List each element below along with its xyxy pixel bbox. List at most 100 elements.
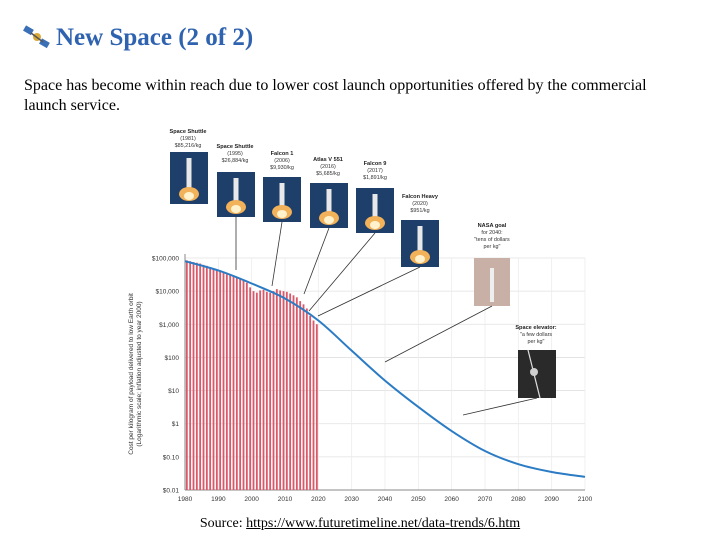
y-tick-label: $0.01	[163, 488, 180, 495]
y-tick-label: $1	[172, 421, 180, 428]
annotation-line: $9,930/kg	[270, 165, 294, 171]
x-tick-label: 2000	[244, 496, 259, 503]
annotation-line: $951/kg	[410, 208, 429, 214]
annotation-line: per kg"	[528, 339, 545, 345]
x-tick-label: 2030	[344, 496, 359, 503]
bar-2013	[292, 295, 295, 490]
photo-exhaust-core	[370, 221, 380, 229]
photo-exhaust-core	[324, 216, 334, 224]
source-link[interactable]: https://www.futuretimeline.net/data-tren…	[246, 516, 521, 531]
annotation-line: "a few dollars	[520, 332, 552, 338]
annotation-title: Falcon 1	[271, 151, 294, 157]
x-tick-label: 2020	[311, 496, 326, 503]
bar-1982	[189, 261, 192, 490]
annotation-title: NASA goal	[478, 223, 507, 229]
photo-rocket	[417, 226, 423, 253]
annotation-title: Falcon 9	[364, 161, 387, 167]
bar-1985	[199, 263, 202, 490]
bar-2018	[309, 315, 312, 490]
bar-2012	[289, 293, 292, 490]
x-tick-label: 2040	[378, 496, 393, 503]
bar-1997	[239, 278, 242, 490]
annotation-title: Atlas V 551	[313, 157, 343, 163]
x-tick-label: 2010	[278, 496, 293, 503]
bar-2008	[275, 289, 278, 490]
annotation-leader	[303, 227, 330, 295]
bar-2000	[249, 287, 252, 490]
photo-rocket	[279, 183, 285, 208]
photo-rocket	[326, 189, 332, 214]
annotation-leader	[308, 232, 376, 312]
bar-2001	[252, 291, 255, 490]
annotation-leader	[271, 221, 283, 287]
source-line: Source: https://www.futuretimeline.net/d…	[0, 516, 720, 532]
bar-2016	[302, 304, 305, 490]
bar-2017	[305, 308, 308, 490]
y-tick-label: $10,000	[156, 289, 180, 296]
x-tick-label: 2050	[411, 496, 426, 503]
y-axis-label-note: (Logarithmic scale; inflation adjusted t…	[136, 301, 143, 446]
bar-2010	[282, 291, 285, 490]
bar-1983	[192, 262, 195, 490]
bar-1995	[232, 276, 235, 490]
annotation-title: Falcon Heavy	[402, 194, 439, 200]
y-tick-label: $10	[168, 388, 179, 395]
photo-rocket	[490, 268, 494, 302]
photo-exhaust-core	[277, 210, 287, 218]
bar-1999	[245, 282, 248, 490]
annotation-leader	[462, 397, 538, 416]
bar-1987	[205, 265, 208, 490]
photo-rocket	[186, 158, 192, 190]
photo-rocket	[233, 178, 239, 203]
title-row: New Space (2 of 2)	[22, 24, 253, 52]
annotation-line: per kg"	[484, 244, 501, 250]
x-tick-label: 1980	[178, 496, 193, 503]
x-tick-label: 2090	[544, 496, 559, 503]
photo-exhaust-core	[184, 192, 194, 200]
bar-2002	[255, 292, 258, 490]
y-tick-label: $1,000	[159, 322, 179, 329]
source-label: Source:	[199, 516, 243, 531]
annotation-line: (2017)	[367, 168, 383, 174]
bar-2009	[279, 290, 282, 490]
y-tick-label: $100,000	[152, 256, 179, 263]
bar-2007	[272, 291, 275, 490]
annotation-line: for 2040:	[481, 230, 502, 236]
annotation-line: (2006)	[274, 158, 290, 164]
cost-trend-line	[184, 260, 586, 478]
bar-2020	[315, 324, 318, 490]
annotation-leader	[317, 266, 421, 317]
annotation-line: (2020)	[412, 201, 428, 207]
annotation-title: Space Shuttle	[170, 129, 207, 135]
bar-2011	[285, 291, 288, 490]
x-tick-label: 2060	[444, 496, 459, 503]
bar-1996	[235, 277, 238, 490]
photo-exhaust-core	[231, 205, 241, 213]
annotation-leader	[384, 305, 493, 363]
bar-1988	[209, 267, 212, 490]
photo-rocket	[372, 194, 378, 219]
annotation-line: (1981)	[180, 136, 196, 142]
annotation-line: $5,685/kg	[316, 171, 340, 177]
bar-1998	[242, 279, 245, 490]
bar-2014	[295, 297, 298, 490]
page-title: New Space (2 of 2)	[56, 24, 254, 51]
bar-1981	[185, 260, 188, 490]
bar-1984	[195, 262, 198, 490]
photo-exhaust-core	[415, 255, 425, 263]
x-tick-label: 2100	[578, 496, 593, 503]
bar-1990	[215, 269, 218, 490]
bar-2005	[265, 291, 268, 490]
bar-1993	[225, 274, 228, 490]
annotation-line: (1995)	[227, 151, 243, 157]
annotation-line: $1,891/kg	[363, 175, 387, 181]
annotation-line: "tens of dollars	[474, 237, 510, 243]
bar-1986	[202, 264, 205, 490]
bar-1991	[219, 271, 222, 490]
x-tick-label: 2080	[511, 496, 526, 503]
annotation-line: (2016)	[320, 164, 336, 170]
y-tick-label: $100	[165, 355, 180, 362]
annotation-line: $26,884/kg	[222, 158, 249, 164]
x-tick-label: 1990	[211, 496, 226, 503]
